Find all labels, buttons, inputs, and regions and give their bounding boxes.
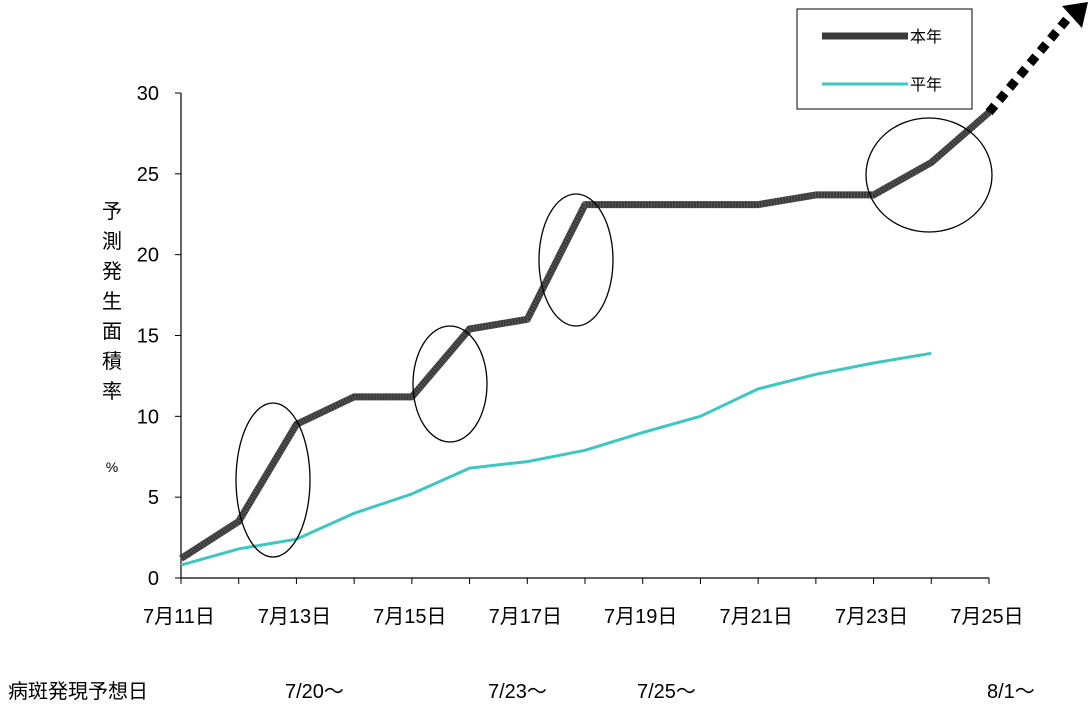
y-tick-label: 25	[137, 164, 159, 186]
legend-box	[796, 8, 973, 110]
y-tick-label: 0	[148, 568, 159, 590]
x-tick-label: 7月23日	[835, 606, 908, 628]
y-tick-label: 15	[137, 326, 159, 348]
trend-arrow-head	[1062, 2, 1088, 28]
x-tick-label: 7月17日	[489, 606, 562, 628]
y-axis-label-char: 生	[102, 290, 122, 313]
y-axis-label-char: 率	[102, 380, 122, 403]
x-tick-label: 7月25日	[950, 606, 1023, 628]
y-axis-label-char: 面	[102, 321, 122, 343]
series-line-normal-year	[180, 351, 932, 567]
y-tick-label: 10	[137, 406, 159, 428]
highlight-ellipse	[538, 193, 614, 327]
y-tick-label: 20	[137, 245, 159, 267]
x-tick-label: 7月13日	[258, 606, 331, 628]
series-line-current-year	[179, 109, 992, 562]
highlight-ellipse	[412, 325, 488, 443]
y-tick-label: 30	[137, 83, 159, 105]
onset-date-value: 7/23～	[488, 681, 547, 703]
trend-arrow-shaft	[985, 15, 1072, 116]
y-axis-label-char: 発	[102, 260, 122, 283]
highlight-ellipse	[235, 402, 311, 558]
y-axis-label-char: 測	[102, 230, 122, 253]
y-axis-label-char: 積	[102, 350, 122, 373]
y-tick-label: 5	[148, 487, 159, 509]
x-tick-label: 7月15日	[373, 606, 446, 628]
highlight-ellipse	[865, 117, 993, 233]
legend-label: 本年	[910, 28, 942, 46]
x-tick-label: 7月21日	[719, 606, 792, 628]
onset-date-value: 8/1～	[987, 681, 1035, 703]
onset-date-value: 7/25～	[637, 681, 696, 703]
onset-date-value: 7/20～	[285, 681, 344, 703]
series-line-texture	[179, 109, 992, 562]
y-axis-label-char: 予	[102, 201, 122, 223]
legend-label: 平年	[910, 76, 942, 94]
onset-date-label: 病斑発現予想日	[8, 680, 148, 703]
y-axis-unit: %	[106, 459, 118, 475]
x-tick-label: 7月11日	[143, 606, 215, 628]
x-tick-label: 7月19日	[604, 606, 677, 628]
